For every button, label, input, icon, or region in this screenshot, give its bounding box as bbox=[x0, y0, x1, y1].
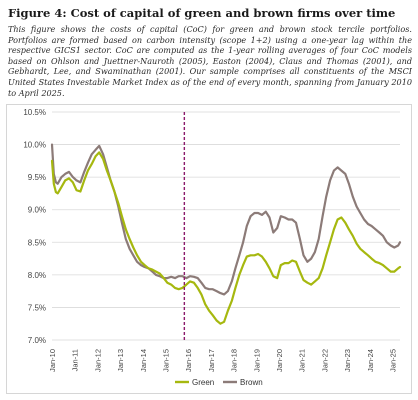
x-tick-label: Jan-17 bbox=[207, 349, 216, 372]
x-tick-label: Jan-24 bbox=[366, 349, 375, 372]
y-tick-label: 9.0% bbox=[28, 206, 46, 215]
x-tick-label: Jan-13 bbox=[116, 349, 125, 372]
series-line-green bbox=[50, 151, 402, 325]
y-tick-label: 10.0% bbox=[23, 141, 46, 150]
line-chart: 7.0% 7.5% 8.0% 8.5% 9.0% 9.5% 10.0% 10.5% Jan-1… bbox=[23, 108, 402, 387]
legend-label-green: Green bbox=[192, 378, 214, 387]
y-tick-label: 7.0% bbox=[28, 336, 46, 345]
series-lines bbox=[50, 143, 402, 325]
x-tick-label: Jan-18 bbox=[230, 349, 239, 372]
y-axis-ticks: 7.0% 7.5% 8.0% 8.5% 9.0% 9.5% 10.0% 10.5% bbox=[23, 108, 46, 345]
x-tick-label: Jan-12 bbox=[93, 349, 102, 372]
x-tick-label: Jan-25 bbox=[389, 349, 398, 372]
legend: Green Brown bbox=[175, 378, 263, 387]
x-tick-label: Jan-16 bbox=[184, 349, 193, 372]
x-axis-ticks: Jan-10 Jan-11 Jan-12 Jan-13 Jan-14 Jan-15 Jan-… bbox=[48, 349, 398, 372]
x-tick-label: Jan-22 bbox=[320, 349, 329, 372]
figure-caption: This figure shows the costs of capital (… bbox=[8, 24, 412, 98]
x-tick-label: Jan-14 bbox=[139, 349, 148, 372]
y-tick-label: 10.5% bbox=[23, 108, 46, 117]
x-tick-label: Jan-19 bbox=[252, 349, 261, 372]
legend-label-brown: Brown bbox=[240, 378, 263, 387]
series-line-brown bbox=[50, 143, 402, 296]
x-tick-label: Jan-10 bbox=[48, 349, 57, 372]
y-tick-label: 8.5% bbox=[28, 238, 46, 247]
figure-title: Figure 4: Cost of capital of green and b… bbox=[8, 6, 396, 20]
chart-panel: 7.0% 7.5% 8.0% 8.5% 9.0% 9.5% 10.0% 10.5% Jan-1… bbox=[6, 104, 412, 394]
x-tick-label: Jan-20 bbox=[275, 349, 284, 372]
x-tick-label: Jan-23 bbox=[343, 349, 352, 372]
x-tick-label: Jan-11 bbox=[71, 349, 80, 371]
x-tick-label: Jan-21 bbox=[298, 349, 307, 372]
y-tick-label: 9.5% bbox=[28, 173, 46, 182]
x-tick-label: Jan-15 bbox=[162, 349, 171, 372]
y-tick-label: 8.0% bbox=[28, 271, 46, 280]
y-tick-label: 7.5% bbox=[28, 303, 46, 312]
